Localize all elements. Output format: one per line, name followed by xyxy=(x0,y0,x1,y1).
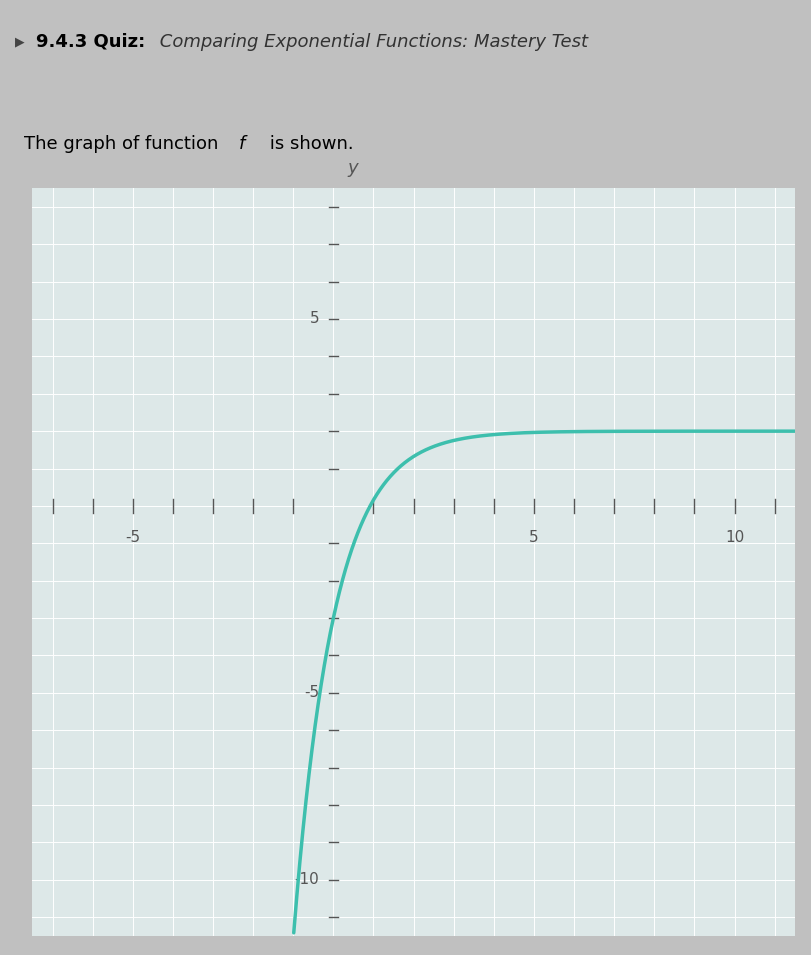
Text: Comparing Exponential Functions: Mastery Test: Comparing Exponential Functions: Mastery… xyxy=(154,32,588,51)
Text: -10: -10 xyxy=(294,872,320,887)
Text: ▶: ▶ xyxy=(15,35,24,49)
Text: 10: 10 xyxy=(725,530,744,545)
Text: -5: -5 xyxy=(304,686,320,700)
Text: is shown.: is shown. xyxy=(264,136,354,153)
Text: The graph of function: The graph of function xyxy=(24,136,225,153)
Text: 5: 5 xyxy=(310,311,320,327)
Text: y: y xyxy=(347,159,358,178)
Text: 5: 5 xyxy=(529,530,539,545)
Text: -5: -5 xyxy=(125,530,140,545)
Text: 9.4.3 Quiz:: 9.4.3 Quiz: xyxy=(36,32,146,51)
Text: f: f xyxy=(239,136,246,153)
